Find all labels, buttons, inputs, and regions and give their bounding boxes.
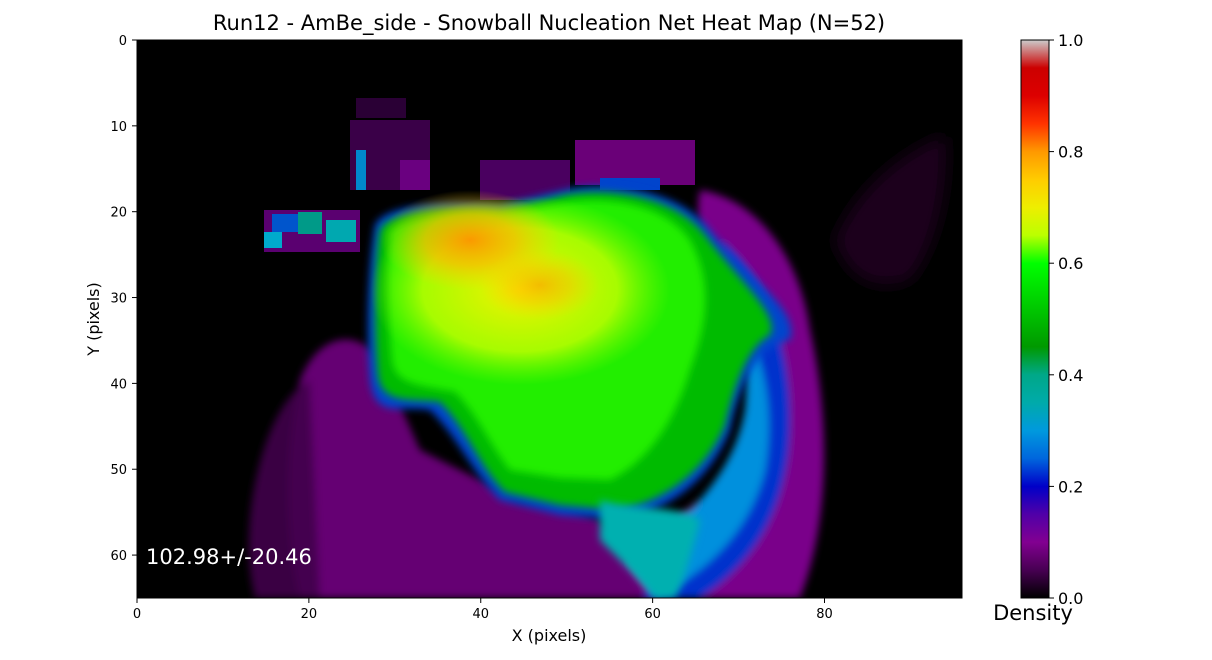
chart-title: Run12 - AmBe_side - Snowball Nucleation … bbox=[213, 11, 885, 36]
y-tick-label: 50 bbox=[110, 463, 127, 478]
colorbar-tick-label: 0.6 bbox=[1058, 254, 1083, 273]
y-tick-label: 0 bbox=[119, 34, 127, 49]
x-tick-label: 60 bbox=[644, 607, 661, 622]
x-tick-label: 40 bbox=[472, 607, 489, 622]
colorbar-tick-label: 0.2 bbox=[1058, 477, 1083, 496]
colorbar-ticks: 0.0 0.2 0.4 0.6 0.8 1.0 bbox=[1049, 31, 1083, 608]
y-axis-label: Y (pixels) bbox=[84, 282, 103, 357]
colorbar-label: Density bbox=[993, 601, 1073, 625]
statistic-annotation: 102.98+/-20.46 bbox=[146, 545, 312, 569]
colorbar bbox=[1020, 39, 1050, 599]
heatmap-region-main-blob bbox=[367, 186, 792, 521]
y-tick-label: 30 bbox=[110, 292, 127, 307]
colorbar-tick-label: 0.0 bbox=[1058, 589, 1083, 608]
y-tick-label: 10 bbox=[110, 120, 127, 135]
y-tick-label: 40 bbox=[110, 377, 127, 392]
x-axis-label: X (pixels) bbox=[512, 626, 587, 645]
x-tick-label: 80 bbox=[816, 607, 833, 622]
y-axis-ticks: 0 10 20 30 40 50 60 bbox=[110, 34, 137, 564]
heatmap-region-faint-right bbox=[835, 135, 946, 285]
plot-frame bbox=[136, 39, 963, 599]
colorbar-tick-label: 0.4 bbox=[1058, 366, 1083, 385]
heatmap-region-lower-tail bbox=[600, 500, 700, 598]
y-tick-label: 20 bbox=[110, 206, 127, 221]
y-tick-label: 60 bbox=[110, 549, 127, 564]
colorbar-tick-label: 0.8 bbox=[1058, 143, 1083, 162]
colorbar-tick-label: 1.0 bbox=[1058, 31, 1083, 50]
x-tick-label: 20 bbox=[301, 607, 318, 622]
x-tick-label: 0 bbox=[133, 607, 141, 622]
heatmap-plot-area: 102.98+/-20.46 bbox=[137, 40, 962, 598]
x-axis-ticks: 0 20 40 60 80 bbox=[133, 598, 833, 622]
